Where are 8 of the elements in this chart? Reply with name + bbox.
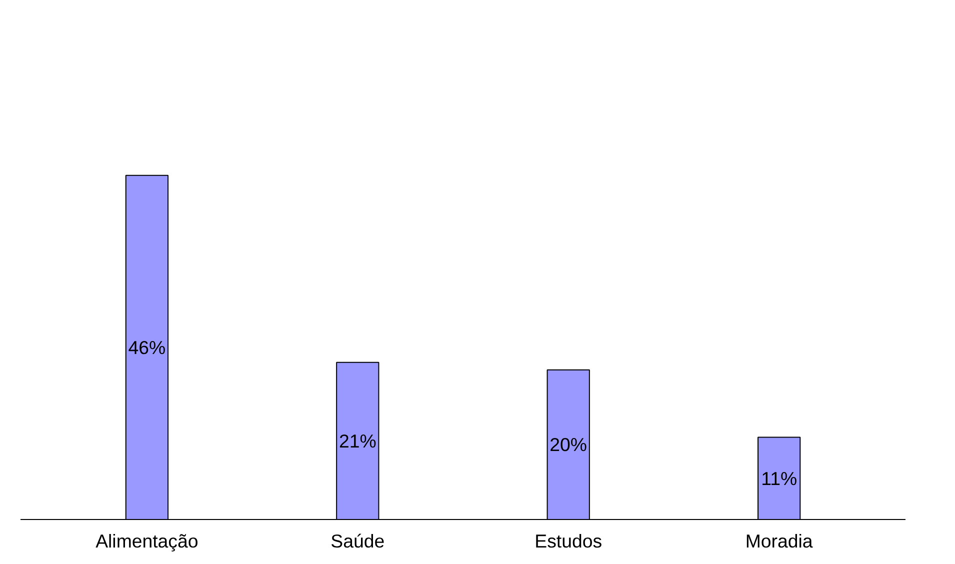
x-tick-label: Moradia: [745, 530, 814, 552]
x-tick-label: Estudos: [534, 530, 602, 552]
data-label: 20%: [550, 434, 588, 456]
data-label: 21%: [338, 430, 376, 452]
x-tick-label: Saúde: [330, 530, 385, 552]
data-label: 11%: [761, 468, 798, 489]
x-tick-label: Alimentação: [96, 530, 198, 552]
data-label: 46%: [128, 336, 166, 358]
